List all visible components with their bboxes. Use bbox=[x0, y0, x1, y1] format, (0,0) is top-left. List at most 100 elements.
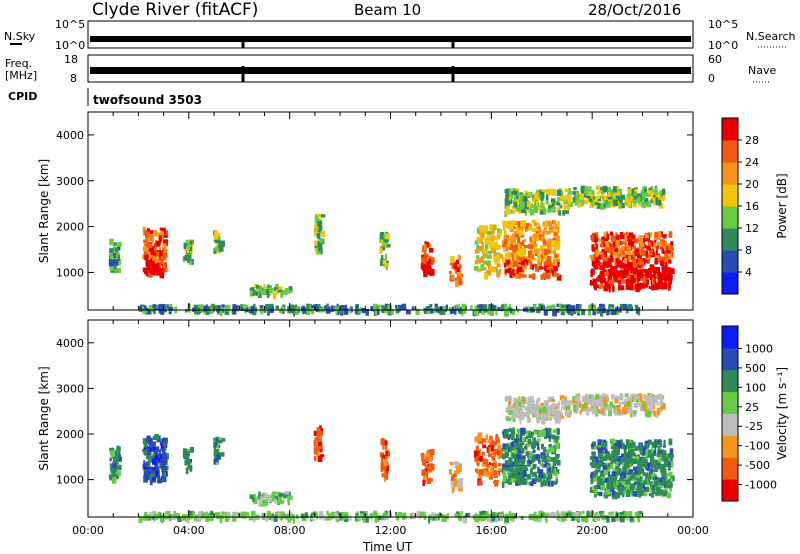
velocity-colorbar-label: Velocity [m s⁻¹] bbox=[775, 367, 789, 460]
heatmap-cell bbox=[470, 305, 473, 310]
heatmap-cell bbox=[496, 263, 501, 268]
heatmap-cell bbox=[557, 303, 562, 307]
heatmap-cell bbox=[520, 231, 524, 236]
heatmap-cell bbox=[534, 475, 538, 483]
heatmap-cell bbox=[314, 230, 318, 234]
heatmap-cell bbox=[200, 513, 203, 519]
heatmap-cell bbox=[376, 309, 380, 315]
heatmap-cell bbox=[476, 236, 481, 243]
heatmap-cell bbox=[253, 303, 256, 308]
heatmap-cell bbox=[551, 198, 556, 204]
heatmap-cell bbox=[523, 259, 529, 266]
heatmap-cell bbox=[434, 303, 438, 308]
heatmap-cell bbox=[421, 469, 426, 476]
heatmap-cell bbox=[653, 395, 658, 403]
heatmap-cell bbox=[146, 255, 149, 260]
heatmap-cell bbox=[269, 495, 272, 503]
heatmap-cell bbox=[275, 289, 279, 295]
colorbar-tick-label: 20 bbox=[745, 178, 759, 191]
heatmap-cell bbox=[149, 448, 152, 452]
heatmap-cell bbox=[147, 244, 153, 249]
heatmap-cell bbox=[143, 460, 146, 466]
heatmap-cell bbox=[379, 247, 383, 254]
heatmap-cell bbox=[143, 239, 148, 243]
colorbar-swatch bbox=[722, 272, 738, 295]
power-y-label: Slant Range [km] bbox=[37, 159, 51, 263]
heatmap-cell bbox=[650, 399, 655, 406]
heatmap-cell bbox=[629, 195, 633, 202]
colorbar-tick-label: -100 bbox=[745, 440, 770, 453]
heatmap-cell bbox=[517, 199, 522, 204]
heatmap-cell bbox=[657, 484, 662, 489]
heatmap-cell bbox=[214, 449, 220, 455]
heatmap-cell bbox=[508, 400, 512, 407]
heatmap-cell bbox=[517, 474, 523, 480]
heatmap-cell bbox=[593, 263, 598, 268]
heatmap-cell bbox=[306, 309, 311, 315]
heatmap-cell bbox=[520, 220, 525, 227]
heatmap-cell bbox=[568, 188, 571, 194]
heatmap-cell bbox=[540, 236, 545, 242]
heatmap-cell bbox=[233, 511, 239, 518]
heatmap-cell bbox=[159, 235, 162, 242]
heatmap-cell bbox=[592, 247, 596, 252]
colorbar-tick-label: 500 bbox=[745, 362, 766, 375]
heatmap-cell bbox=[320, 214, 326, 218]
x-tick-label: 16:00 bbox=[475, 524, 507, 537]
heatmap-cell bbox=[615, 241, 620, 248]
heatmap-cell bbox=[474, 468, 478, 473]
heatmap-cell bbox=[163, 442, 166, 447]
heatmap-cell bbox=[269, 287, 272, 293]
heatmap-cell bbox=[458, 516, 462, 522]
heatmap-cell bbox=[215, 239, 221, 243]
heatmap-cell bbox=[318, 446, 323, 453]
heatmap-cell bbox=[399, 307, 403, 311]
heatmap-cell bbox=[600, 278, 606, 283]
heatmap-cell bbox=[627, 304, 633, 311]
heatmap-cell bbox=[487, 308, 490, 315]
heatmap-cell bbox=[160, 309, 165, 315]
heatmap-cell bbox=[164, 472, 167, 477]
heatmap-cell bbox=[385, 253, 388, 261]
heatmap-cell bbox=[268, 512, 272, 519]
heatmap-cell bbox=[528, 226, 533, 231]
heatmap-cell bbox=[660, 192, 663, 200]
heatmap-cell bbox=[479, 226, 485, 234]
heatmap-cell bbox=[631, 254, 636, 261]
heatmap-cell bbox=[370, 306, 373, 311]
heatmap-cell bbox=[641, 186, 646, 193]
heatmap-cell bbox=[520, 411, 523, 417]
heatmap-cell bbox=[536, 443, 539, 450]
heatmap-cell bbox=[555, 479, 558, 484]
heatmap-cell bbox=[599, 480, 604, 486]
heatmap-cell bbox=[568, 406, 571, 412]
heatmap-cell bbox=[591, 475, 595, 482]
heatmap-cell bbox=[515, 249, 521, 256]
heatmap-cell bbox=[162, 254, 167, 261]
heatmap-cell bbox=[383, 515, 387, 521]
heatmap-cell bbox=[287, 499, 291, 506]
heatmap-cell bbox=[559, 306, 565, 312]
heatmap-cell bbox=[519, 270, 525, 277]
noise-sky-label: N.Sky bbox=[4, 30, 36, 43]
heatmap-cell bbox=[529, 396, 534, 400]
heatmap-cell bbox=[283, 493, 286, 499]
heatmap-cell bbox=[551, 410, 555, 415]
heatmap-cell bbox=[654, 254, 660, 258]
heatmap-cell bbox=[661, 467, 664, 471]
heatmap-cell bbox=[519, 477, 525, 484]
heatmap-cell bbox=[213, 445, 216, 452]
heatmap-cell bbox=[610, 401, 614, 408]
heatmap-cell bbox=[588, 511, 592, 517]
heatmap-cell bbox=[522, 465, 526, 470]
heatmap-cell bbox=[651, 452, 657, 457]
heatmap-cell bbox=[502, 463, 508, 468]
heatmap-cell bbox=[606, 516, 610, 523]
heatmap-cell bbox=[514, 193, 519, 200]
heatmap-cell bbox=[209, 514, 214, 522]
heatmap-cell bbox=[595, 456, 599, 464]
heatmap-cell bbox=[492, 448, 496, 455]
heatmap-cell bbox=[429, 304, 433, 308]
heatmap-cell bbox=[197, 514, 201, 522]
heatmap-cell bbox=[646, 245, 651, 251]
